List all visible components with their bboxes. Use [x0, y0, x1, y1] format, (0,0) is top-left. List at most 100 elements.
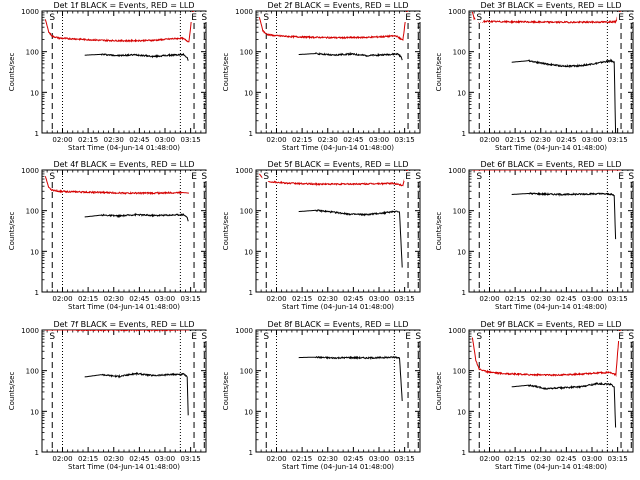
- y-tick-label: 1: [462, 289, 466, 297]
- y-tick-label: 1: [35, 449, 39, 457]
- series-group: [471, 330, 622, 428]
- x-axis-label: Start Time (04-Jun-14 01:48:00): [282, 144, 394, 152]
- chart-panel-2: Det 2f BLACK = Events, RED = LLD 1 10 100 10…: [222, 1, 423, 152]
- marker-label-bg: [48, 12, 57, 22]
- chart-title: Det 4f BLACK = Events, RED = LLD: [53, 160, 194, 169]
- x-tick-label: 03:00: [369, 455, 389, 463]
- x-tick-label: 03:15: [608, 295, 628, 303]
- chart-title: Det 7f BLACK = Events, RED = LLD: [53, 320, 194, 329]
- marker-label-bg: [475, 12, 484, 22]
- y-axis-label: Counts/sec: [8, 212, 16, 251]
- marker-label-bg: [414, 171, 423, 181]
- plot-frame: [468, 169, 634, 293]
- plot-frame: [41, 10, 207, 134]
- x-tick-label: 02:30: [104, 455, 124, 463]
- x-tick-label: 03:15: [395, 455, 415, 463]
- marker-label-bg: [262, 171, 271, 181]
- x-axis-label: Start Time (04-Jun-14 01:48:00): [282, 463, 394, 471]
- y-tick-label: 10: [30, 89, 39, 97]
- marker-label: E: [405, 13, 411, 23]
- marker-label-bg: [262, 331, 271, 341]
- marker-label: E: [618, 13, 624, 23]
- series-line-2: [258, 11, 409, 41]
- y-tick-label: 10: [457, 248, 466, 256]
- chart-title: Det 9f BLACK = Events, RED = LLD: [480, 320, 621, 329]
- plot-frame: [41, 169, 207, 293]
- series-group: [45, 330, 189, 416]
- marker-label: S: [201, 172, 207, 182]
- x-tick-label: 02:15: [505, 295, 525, 303]
- x-tick-label: 02:15: [78, 136, 98, 144]
- x-tick-label: 02:00: [52, 455, 72, 463]
- x-axis-label: Start Time (04-Jun-14 01:48:00): [495, 463, 607, 471]
- series-group: [298, 355, 403, 402]
- chart-panel-5: Det 5f BLACK = Events, RED = LLD 1 10 100 10…: [222, 160, 423, 311]
- y-tick-label: 1: [249, 449, 253, 457]
- x-tick-label: 02:30: [531, 295, 551, 303]
- x-tick-label: 03:15: [181, 295, 201, 303]
- x-tick-label: 02:30: [318, 455, 338, 463]
- series-group: [472, 170, 621, 240]
- y-tick-label: 100: [453, 49, 466, 57]
- marker-label: S: [49, 172, 55, 182]
- x-tick-label: 03:00: [582, 455, 602, 463]
- y-axis-label: Counts/sec: [8, 53, 16, 92]
- marker-label: S: [476, 332, 482, 342]
- marker-label-bg: [617, 171, 626, 181]
- marker-label-bg: [200, 331, 209, 341]
- x-tick-label: 02:45: [556, 455, 576, 463]
- y-tick-label: 1000: [235, 167, 253, 175]
- y-tick-label: 10: [244, 408, 253, 416]
- plot-frame: [255, 10, 421, 134]
- marker-label-bg: [617, 331, 626, 341]
- series-group: [471, 11, 622, 133]
- chart-panel-4: Det 4f BLACK = Events, RED = LLD 1 10 100 10…: [8, 160, 209, 311]
- plot-frame: [255, 169, 421, 293]
- marker-label-bg: [475, 171, 484, 181]
- y-tick-label: 10: [457, 89, 466, 97]
- marker-label-bg: [404, 331, 413, 341]
- series-line-1: [298, 355, 403, 402]
- marker-label: S: [49, 13, 55, 23]
- y-tick-label: 1: [249, 130, 253, 138]
- marker-label: S: [263, 13, 269, 23]
- series-line-2: [258, 170, 409, 187]
- x-axis-label: Start Time (04-Jun-14 01:48:00): [495, 303, 607, 311]
- y-tick-label: 100: [26, 368, 39, 376]
- y-tick-label: 1: [462, 130, 466, 138]
- x-tick-label: 03:00: [369, 136, 389, 144]
- series-line-1: [84, 212, 189, 222]
- x-tick-label: 03:15: [608, 136, 628, 144]
- chart-title: Det 8f BLACK = Events, RED = LLD: [267, 320, 408, 329]
- x-tick-label: 02:45: [556, 295, 576, 303]
- y-tick-label: 100: [240, 368, 253, 376]
- plot-frame: [468, 10, 634, 134]
- y-tick-label: 1000: [235, 8, 253, 16]
- x-tick-label: 02:45: [129, 295, 149, 303]
- marker-label: S: [415, 13, 421, 23]
- chart-title: Det 1f BLACK = Events, RED = LLD: [53, 1, 194, 10]
- marker-label-bg: [48, 331, 57, 341]
- marker-label-bg: [404, 171, 413, 181]
- x-tick-label: 03:00: [155, 455, 175, 463]
- series-line-1: [84, 52, 189, 61]
- x-axis-label: Start Time (04-Jun-14 01:48:00): [68, 463, 180, 471]
- x-axis-label: Start Time (04-Jun-14 01:48:00): [68, 303, 180, 311]
- y-axis-label: Counts/sec: [435, 372, 443, 411]
- y-axis-label: Counts/sec: [222, 212, 230, 251]
- y-tick-label: 1000: [21, 8, 39, 16]
- x-tick-label: 02:00: [479, 136, 499, 144]
- y-tick-label: 10: [30, 248, 39, 256]
- x-tick-label: 02:00: [479, 295, 499, 303]
- y-tick-label: 100: [26, 208, 39, 216]
- y-tick-label: 100: [240, 49, 253, 57]
- series-line-1: [511, 381, 617, 428]
- x-tick-label: 02:00: [266, 295, 286, 303]
- series-line-1: [298, 51, 403, 61]
- x-tick-label: 02:45: [129, 136, 149, 144]
- x-tick-label: 02:30: [104, 295, 124, 303]
- x-tick-label: 03:00: [369, 295, 389, 303]
- x-tick-label: 02:45: [343, 295, 363, 303]
- y-tick-label: 100: [240, 208, 253, 216]
